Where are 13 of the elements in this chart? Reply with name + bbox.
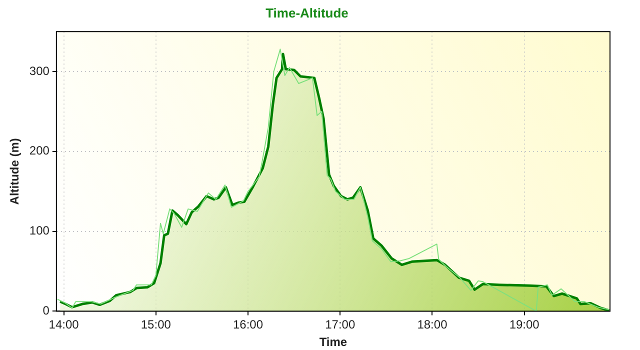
y-tick-label: 0 <box>42 304 50 318</box>
x-tick-label: 14:00 <box>48 318 80 332</box>
x-tick-label: 17:00 <box>325 318 356 332</box>
x-axis-title: Time <box>319 335 348 350</box>
x-tick-label: 16:00 <box>232 318 264 332</box>
y-tick-label: 300 <box>29 64 50 78</box>
y-tick-label: 100 <box>29 224 50 238</box>
x-tick-label: 19:00 <box>509 318 540 332</box>
chart-title: Time-Altitude <box>266 5 348 20</box>
y-tick-label: 200 <box>29 144 50 158</box>
x-tick-label: 15:00 <box>140 318 172 332</box>
x-tick-label: 18:00 <box>417 318 448 332</box>
y-axis-title: Altitude (m) <box>8 138 22 205</box>
